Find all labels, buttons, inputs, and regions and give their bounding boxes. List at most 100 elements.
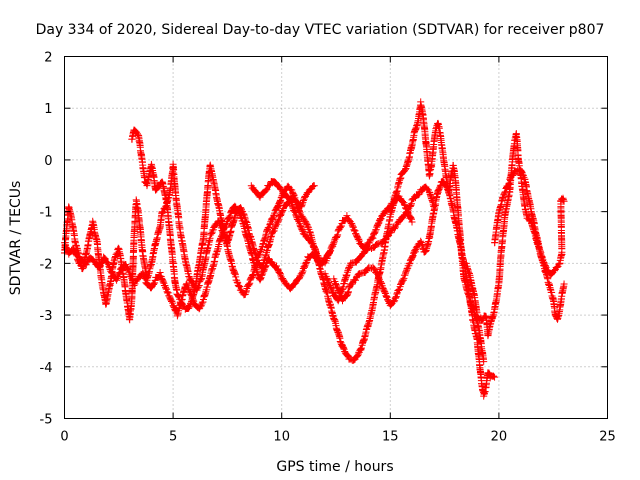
data-point-markers: [419, 111, 429, 136]
data-point-markers: [204, 265, 216, 287]
data-point-markers: [462, 259, 474, 281]
data-point-markers: [360, 245, 372, 256]
data-point-markers: [378, 207, 389, 220]
data-point-markers: [447, 197, 459, 225]
data-point-markers: [386, 298, 398, 310]
data-point-markers: [488, 372, 497, 380]
data-point-markers: [478, 343, 487, 363]
data-point-markers: [297, 212, 309, 225]
data-point-markers: [412, 239, 424, 252]
series-trace-c: [128, 98, 488, 366]
data-point-markers: [182, 303, 194, 312]
data-point-markers: [386, 199, 398, 210]
data-point-markers: [130, 275, 141, 289]
data-point-markers: [557, 197, 566, 258]
data-point-markers: [356, 269, 367, 278]
data-point-markers: [263, 235, 274, 257]
data-point-markers: [495, 251, 505, 287]
data-point-markers: [356, 250, 367, 261]
data-point-markers: [441, 161, 451, 182]
x-tick-label: 15: [382, 430, 399, 445]
data-point-markers: [384, 205, 396, 232]
data-point-markers: [471, 297, 481, 317]
data-point: [310, 182, 318, 190]
data-point-markers: [406, 131, 418, 157]
data-point-markers: [399, 265, 411, 284]
data-point-markers: [74, 255, 85, 270]
data-point-markers: [395, 192, 406, 205]
data-point-markers: [491, 210, 503, 247]
data-point-markers: [68, 219, 79, 246]
data-point-markers: [556, 292, 566, 314]
data-point-markers: [206, 224, 218, 242]
data-point-markers: [184, 270, 196, 287]
data-point-markers: [289, 188, 300, 208]
data-point: [408, 218, 416, 226]
data-point-markers: [521, 175, 533, 205]
data-point-markers: [269, 261, 280, 271]
data-point-markers: [256, 189, 267, 201]
plot-frame: [64, 56, 608, 419]
data-point-markers: [165, 219, 175, 246]
data-point-markers: [430, 127, 440, 148]
data-point-markers: [299, 256, 311, 272]
chart-title: Day 334 of 2020, Sidereal Day-to-day VTE…: [36, 22, 605, 38]
data-point-markers: [219, 223, 231, 249]
data-point-markers: [430, 187, 442, 217]
data-point-markers: [239, 217, 251, 241]
data-point-markers: [352, 230, 363, 245]
data-point-markers: [178, 299, 189, 313]
data-point-markers: [228, 260, 240, 281]
data-point-markers: [475, 358, 485, 385]
data-point-markers: [156, 209, 166, 232]
x-tick-label: 10: [273, 430, 290, 445]
data-point-markers: [341, 348, 352, 361]
data-point-markers: [349, 352, 361, 364]
data-layer: [61, 98, 568, 400]
data-point: [560, 197, 568, 205]
data-point-markers: [187, 286, 198, 309]
y-tick-label: 2: [44, 51, 52, 66]
data-point-markers: [465, 284, 477, 324]
data-point: [491, 373, 499, 381]
data-point-markers: [210, 181, 222, 208]
data-point-markers: [323, 289, 335, 312]
data-point-markers: [163, 198, 173, 226]
data-point-markers: [89, 217, 101, 244]
data-point-markers: [247, 182, 259, 194]
data-point-markers: [378, 236, 389, 248]
y-tick-label: 0: [44, 154, 52, 169]
x-axis-title: GPS time / hours: [276, 459, 393, 475]
data-point-markers: [250, 257, 261, 278]
data-point-markers: [547, 267, 558, 279]
data-point-markers: [395, 214, 406, 225]
x-tick-label: 0: [60, 430, 68, 445]
data-point-markers: [152, 224, 164, 247]
data-point-markers: [391, 286, 402, 305]
data-point-markers: [304, 234, 315, 247]
data-point-markers: [297, 193, 309, 211]
data-point-markers: [402, 153, 413, 173]
data-point-markers: [410, 117, 422, 137]
data-point-markers: [421, 130, 431, 157]
axis-layer: 0 5 10 15 20 25 -5 -4 -3 -2 -1 0 1 2: [40, 51, 616, 445]
data-point-markers: [121, 261, 133, 276]
data-point-markers: [286, 281, 298, 293]
data-point-markers: [280, 200, 291, 210]
data-point-markers: [443, 183, 455, 203]
data-point-markers: [404, 200, 415, 216]
data-point-markers: [160, 282, 172, 297]
data-point-markers: [438, 178, 450, 190]
data-point-markers: [137, 147, 146, 166]
series-trace-g: [462, 130, 568, 340]
data-point-markers: [408, 193, 419, 204]
y-tick-label: -5: [40, 413, 53, 428]
data-point-markers: [393, 174, 405, 195]
data-point-markers: [202, 183, 212, 216]
data-point-markers: [538, 254, 550, 272]
data-point-markers: [308, 240, 320, 256]
y-axis-title: SDTVAR / TECUs: [8, 181, 24, 296]
data-point-markers: [513, 140, 522, 163]
data-point-markers: [339, 292, 350, 305]
data-point-markers: [397, 167, 409, 178]
